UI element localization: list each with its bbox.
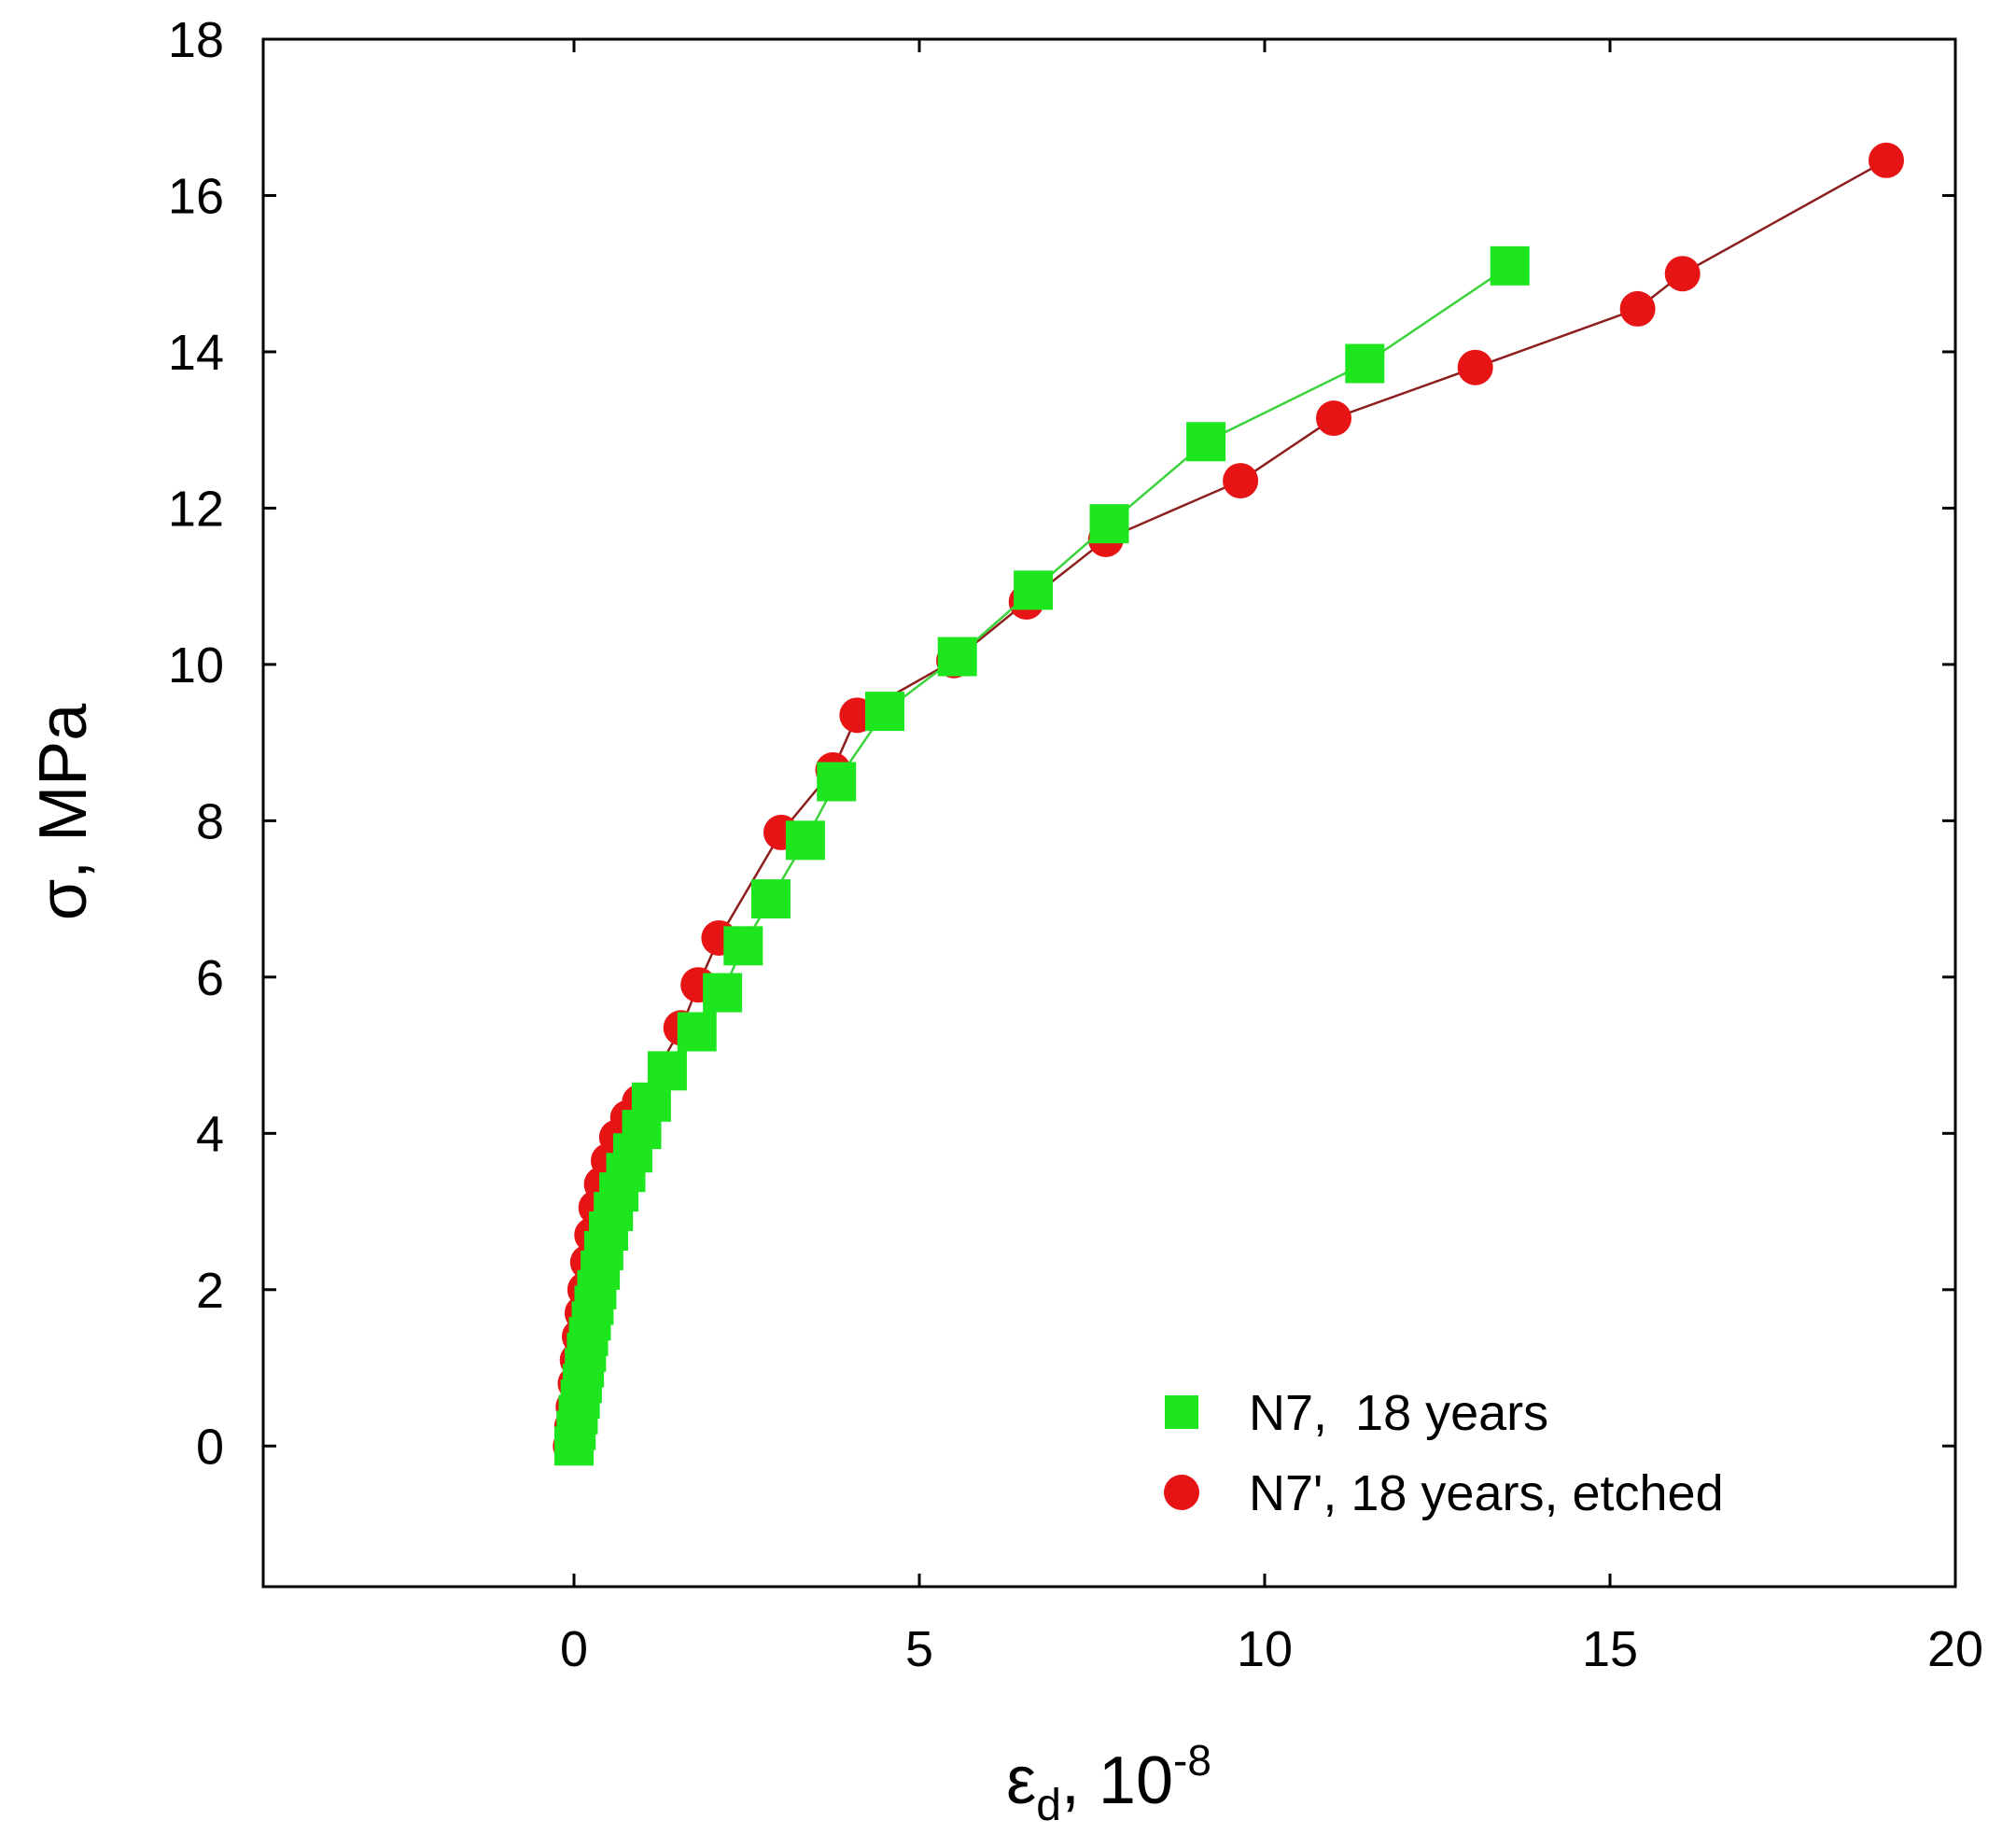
plot-frame: [261, 37, 1957, 1589]
data-point-square: [1186, 422, 1226, 462]
legend: N7, 18 years N7', 18 years, etched: [1164, 1385, 1724, 1521]
legend-marker-red-circle: [1164, 1475, 1199, 1510]
data-point-circle: [1457, 349, 1493, 385]
data-point-circle: [1316, 400, 1351, 437]
legend-marker-green-square: [1165, 1395, 1198, 1429]
y-tick-label: 12: [168, 481, 224, 537]
series-line-n7-etched: [569, 159, 1887, 1447]
data-point-circle: [1869, 142, 1904, 178]
x-axis-subscript: d: [1036, 1781, 1061, 1830]
data-point-square: [1089, 504, 1129, 544]
x-tick-label: 10: [1237, 1621, 1293, 1677]
data-point-circle: [1619, 290, 1656, 327]
data-point-square: [817, 762, 857, 802]
y-axis-title: σ, MPa: [26, 703, 101, 920]
data-point-square: [703, 973, 743, 1013]
y-tick-label: 16: [168, 168, 224, 224]
x-axis-exponent: -8: [1173, 1736, 1211, 1785]
x-axis-symbol: ε: [1006, 1743, 1036, 1818]
x-tick-label: 0: [560, 1621, 588, 1677]
data-point-square: [647, 1051, 687, 1091]
y-tick-label: 10: [168, 637, 224, 693]
data-point-square: [723, 926, 763, 966]
x-axis-unit: , 10: [1061, 1743, 1173, 1818]
series-line-n7: [572, 264, 1511, 1447]
y-tick-label: 2: [196, 1263, 224, 1319]
data-point-circle: [1223, 463, 1259, 499]
y-tick-label: 0: [196, 1419, 224, 1475]
data-series: [553, 142, 1904, 1466]
data-point-square: [750, 879, 791, 919]
data-point-square: [785, 820, 825, 861]
x-axis-title: εd, 10-8: [1006, 1736, 1211, 1830]
data-point-square: [865, 692, 904, 732]
data-point-square: [937, 637, 977, 677]
data-point-square: [1014, 570, 1054, 610]
y-tick-label: 6: [196, 950, 224, 1006]
data-point-square: [1345, 343, 1385, 384]
y-tick-label: 8: [196, 793, 224, 849]
axis-ticks: 0 5 10 15 20 0 2 4 6 8 10 12 14 16 18: [168, 12, 1983, 1677]
x-tick-label: 5: [905, 1621, 933, 1677]
data-point-circle: [1664, 256, 1701, 292]
y-tick-label: 18: [168, 12, 224, 68]
y-tick-label: 14: [168, 325, 224, 381]
x-tick-label: 20: [1927, 1621, 1983, 1677]
data-point-square: [1490, 245, 1530, 286]
y-tick-label: 4: [196, 1106, 224, 1162]
legend-label-n7: N7, 18 years: [1249, 1385, 1548, 1441]
legend-label-n7-etched: N7', 18 years, etched: [1249, 1465, 1724, 1521]
data-point-square: [677, 1012, 717, 1052]
x-tick-label: 15: [1582, 1621, 1638, 1677]
